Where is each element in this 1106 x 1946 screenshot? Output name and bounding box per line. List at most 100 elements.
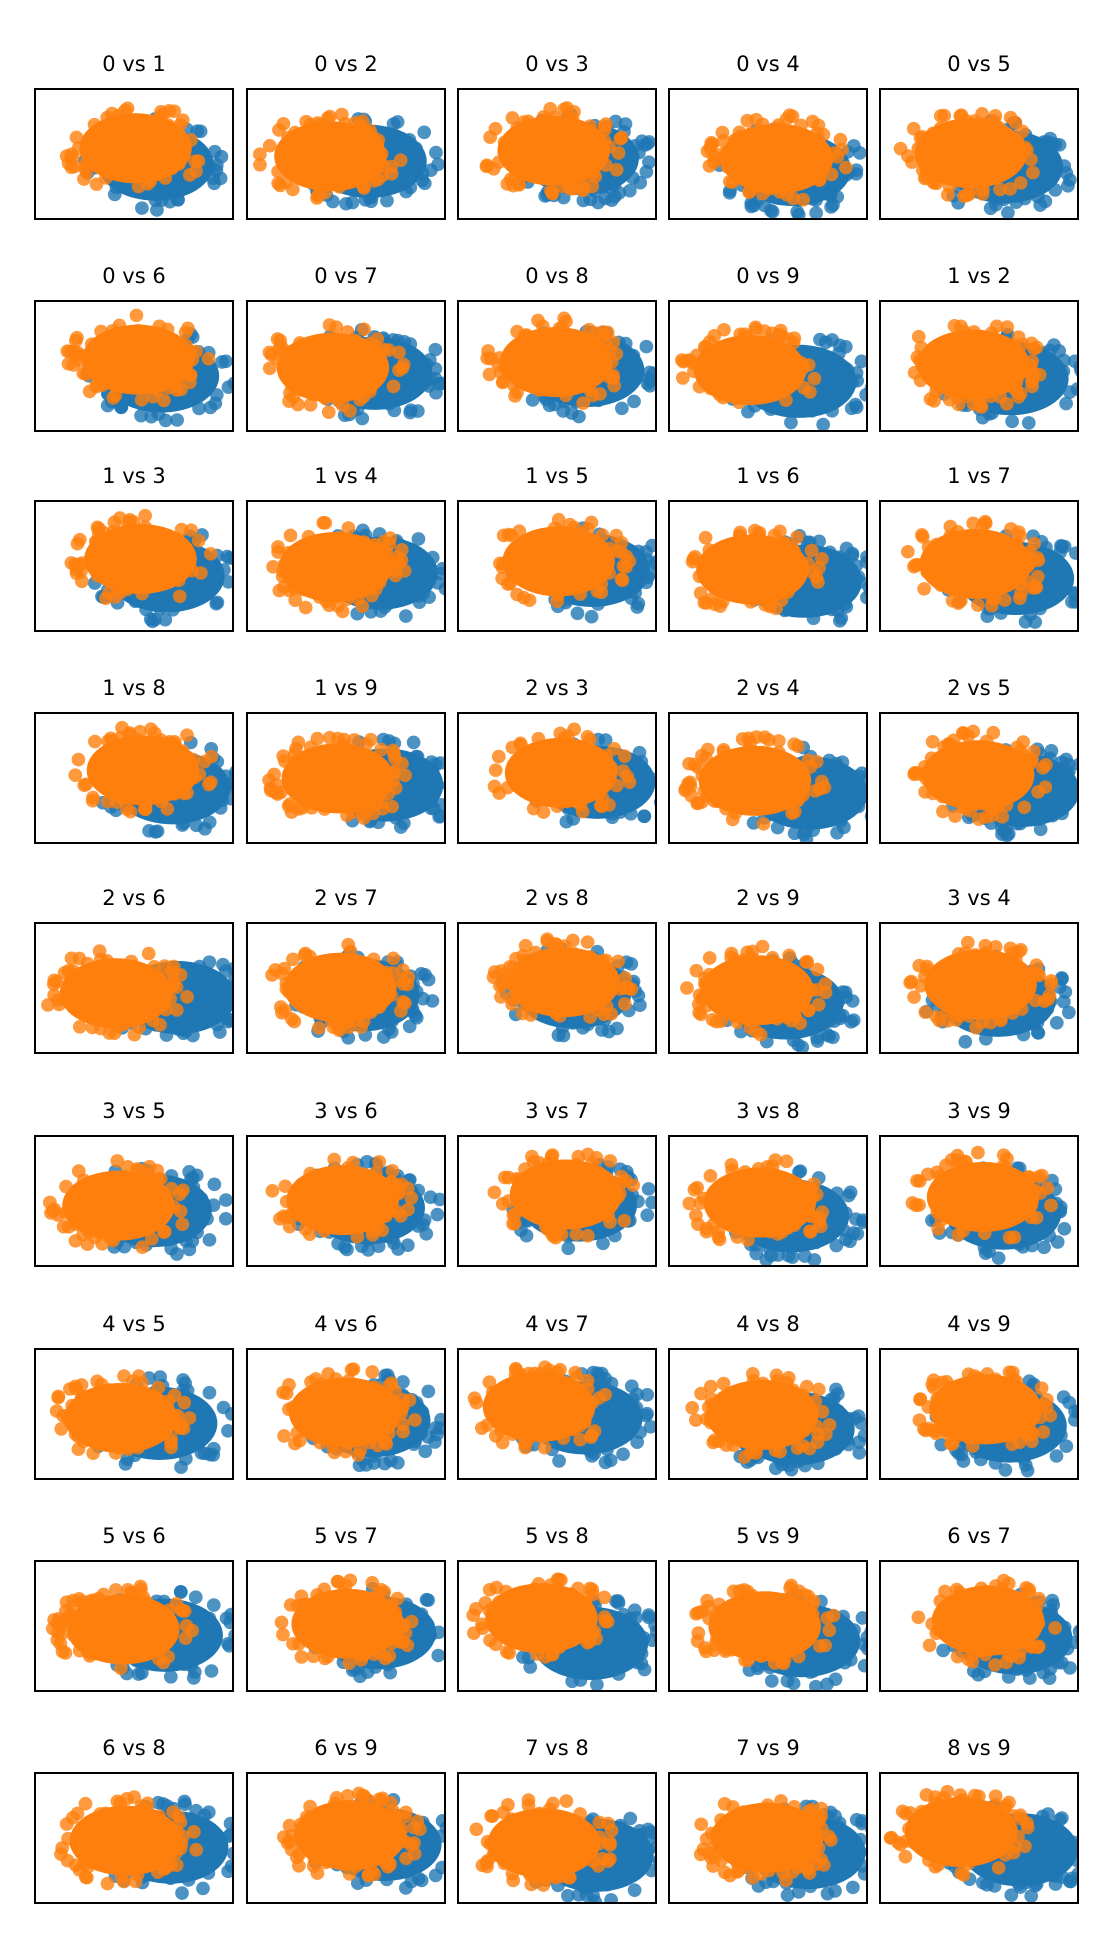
scatter-point (356, 993, 370, 1008)
scatter-point (64, 160, 79, 175)
scatter-point (756, 817, 771, 831)
scatter-point (809, 206, 823, 218)
scatter-point (1046, 587, 1061, 601)
scatter-point (340, 140, 354, 155)
scatter-point (797, 1249, 812, 1263)
scatter-point (219, 354, 232, 369)
scatter-point (295, 355, 310, 370)
scatter-point (741, 404, 755, 419)
scatter-point (777, 537, 792, 551)
scatter-point (322, 956, 337, 971)
scatter-point (986, 725, 1001, 740)
scatter-point (307, 780, 322, 794)
scatter-canvas (678, 730, 866, 842)
scatter-point (1059, 396, 1073, 411)
scatter-point (184, 523, 198, 537)
scatter-point (154, 794, 168, 809)
scatter-point (947, 978, 962, 992)
scatter-point (135, 586, 149, 601)
scatter-point (208, 396, 223, 411)
scatter-point (315, 534, 330, 549)
scatter-point (142, 971, 157, 985)
scatter-point (174, 1418, 189, 1433)
scatter-point (105, 977, 120, 992)
scatter-point (849, 559, 863, 573)
scatter-point (584, 609, 599, 624)
scatter-point (609, 163, 624, 177)
scatter-point (744, 199, 759, 214)
subplot-title: 1 vs 7 (947, 464, 1011, 488)
scatter-point (230, 781, 232, 790)
scatter-point (988, 348, 1003, 363)
scatter-point (331, 1211, 346, 1226)
scatter-point (82, 1416, 97, 1430)
scatter-point (780, 371, 794, 385)
scatter-point (61, 964, 76, 978)
scatter-point (176, 1183, 190, 1197)
scatter-canvas (685, 523, 866, 628)
scatter-point (1028, 615, 1043, 629)
scatter-point (697, 784, 712, 798)
scatter-point (173, 1204, 188, 1219)
scatter-canvas (486, 932, 647, 1043)
scatter-point (951, 145, 966, 160)
scatter-point (724, 1218, 739, 1233)
scatter-point (930, 1205, 945, 1219)
scatter-point (531, 989, 545, 1004)
scatter-point (942, 957, 956, 971)
scatter-point (537, 534, 551, 548)
scatter-point (755, 745, 769, 760)
scatter-point (569, 794, 584, 809)
scatter-point (805, 151, 820, 165)
scatter-point (622, 183, 637, 198)
scatter-point (355, 411, 370, 426)
scatter-point (932, 157, 946, 171)
scatter-point (124, 954, 139, 969)
subplot-title: 2 vs 8 (525, 886, 589, 910)
scatter-point (843, 1185, 858, 1200)
scatter-point (920, 959, 934, 974)
scatter-point (728, 806, 743, 820)
scatter-point (290, 167, 305, 182)
scatter-point (95, 1237, 110, 1251)
plot-area (246, 1348, 446, 1480)
scatter-point (86, 1446, 100, 1460)
scatter-point (144, 533, 159, 548)
scatter-point (619, 549, 634, 563)
scatter-point (212, 1025, 227, 1039)
scatter-point (587, 363, 602, 377)
scatter-point (521, 114, 536, 129)
scatter-point (905, 155, 919, 169)
scatter-point (169, 980, 184, 995)
scatter-point (561, 729, 575, 743)
scatter-point (205, 992, 220, 1006)
scatter-point (368, 1380, 382, 1395)
scatter-point (1014, 1002, 1029, 1016)
scatter-point (862, 789, 866, 802)
scatter-point (1031, 1026, 1046, 1040)
scatter-point (836, 1223, 851, 1237)
scatter-point (917, 582, 931, 596)
scatter-point (746, 816, 761, 830)
series-b-points (59, 101, 206, 194)
scatter-point (176, 816, 191, 830)
scatter-point (252, 147, 267, 161)
plot-area (34, 712, 234, 844)
scatter-point (1013, 176, 1028, 190)
scatter-point (142, 1159, 157, 1174)
scatter-point (183, 368, 198, 382)
scatter-point (1005, 414, 1019, 429)
scatter-point (985, 591, 999, 606)
scatter-point (425, 550, 440, 565)
scatter-point (309, 138, 324, 152)
scatter-point (936, 364, 951, 379)
subplot-title: 3 vs 9 (947, 1099, 1011, 1123)
subplot-title: 3 vs 7 (525, 1099, 589, 1123)
series-b-points (682, 1153, 830, 1247)
scatter-point (827, 146, 841, 160)
scatter-point (566, 933, 580, 948)
scatter-point (365, 588, 379, 603)
scatter-point (1001, 357, 1016, 371)
scatter-point (317, 121, 331, 135)
scatter-point (488, 763, 503, 777)
